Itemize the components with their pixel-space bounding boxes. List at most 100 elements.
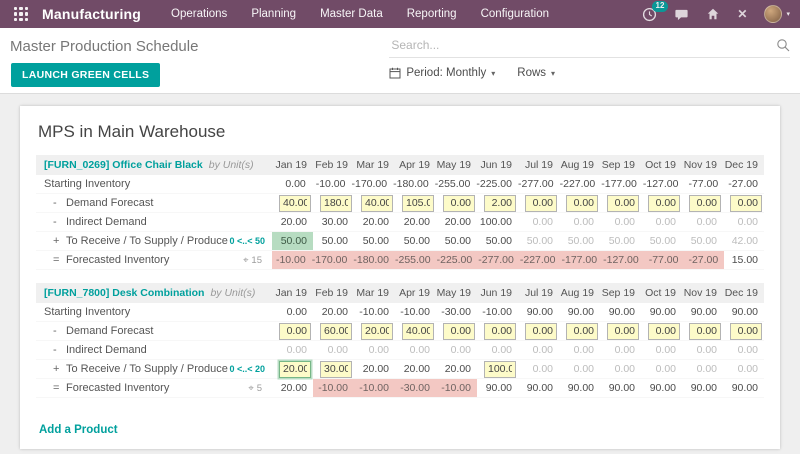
mps-value-cell: -255.00 — [434, 178, 471, 190]
mps-input-cell — [477, 322, 518, 340]
forecast-input[interactable] — [279, 322, 311, 340]
mps-value-cell: 90.00 — [649, 306, 676, 318]
forecast-input[interactable] — [607, 194, 639, 212]
mps-value-cell: 0.00 — [368, 344, 389, 356]
mps-value-cell: -170.00 — [311, 251, 354, 269]
mps-row-demand-forecast: - Demand Forecast — [36, 322, 764, 341]
mps-value-cell: 20.00 — [362, 363, 389, 375]
mps-value-cell: 90.00 — [608, 306, 635, 318]
mps-value-cell: 90.00 — [485, 382, 512, 394]
month-header: Mar 19 — [356, 287, 389, 299]
forecast-input[interactable] — [689, 322, 721, 340]
forecast-input[interactable] — [525, 194, 557, 212]
row-operator: - — [53, 197, 57, 209]
mps-input-cell — [641, 194, 682, 212]
close-icon[interactable]: ✕ — [737, 7, 748, 21]
mps-value-cell: 50.00 — [567, 235, 594, 247]
row-label: + To Receive / To Supply / Produce 0 <..< … — [36, 232, 272, 250]
forecast-input[interactable] — [484, 322, 516, 340]
forecast-input[interactable] — [689, 194, 721, 212]
mps-value-cell: -177.00 — [601, 178, 637, 190]
month-header: Jan 19 — [275, 159, 307, 171]
user-menu[interactable]: ▾ — [764, 5, 790, 23]
month-header: Dec 19 — [724, 287, 758, 299]
product-link[interactable]: [FURN_7800] Desk Combination — [44, 287, 205, 299]
row-label: - Indirect Demand — [36, 341, 272, 359]
product-header-label: [FURN_7800] Desk Combination by Unit(s) — [36, 283, 272, 303]
rows-filter-label: Rows — [517, 67, 547, 79]
row-operator: + — [53, 363, 60, 375]
mps-row-demand-forecast: - Demand Forecast — [36, 194, 764, 213]
forecast-input[interactable] — [320, 322, 352, 340]
forecast-input[interactable] — [484, 194, 516, 212]
mps-value-cell: 50.00 — [362, 235, 389, 247]
forecast-input[interactable] — [566, 322, 598, 340]
mps-value-cell: 90.00 — [526, 382, 553, 394]
mps-value-cell[interactable]: 50.00 — [272, 232, 313, 250]
forecast-input[interactable] — [730, 194, 762, 212]
row-label: = Forecasted Inventory ⌖ 15 — [36, 251, 272, 269]
mps-value-cell: 20.00 — [280, 382, 307, 394]
apps-menu-icon[interactable] — [14, 7, 28, 21]
forecast-input[interactable] — [525, 322, 557, 340]
product-link[interactable]: [FURN_0269] Office Chair Black — [44, 159, 203, 171]
menu-master-data[interactable]: Master Data — [320, 8, 383, 20]
top-navbar: Manufacturing Operations Planning Master… — [0, 0, 800, 28]
forecast-input[interactable] — [320, 194, 352, 212]
mps-value-cell: -177.00 — [561, 251, 604, 269]
forecast-input[interactable] — [607, 322, 639, 340]
search-input[interactable] — [389, 35, 776, 55]
forecast-input[interactable] — [730, 322, 762, 340]
app-name[interactable]: Manufacturing — [42, 6, 142, 22]
mps-sheet: MPS in Main Warehouse [FURN_0269] Office… — [20, 106, 780, 449]
forecast-input[interactable] — [648, 194, 680, 212]
month-header: Aug 19 — [560, 287, 594, 299]
forecast-input[interactable] — [402, 322, 434, 340]
period-filter-label: Period: Monthly — [406, 67, 487, 79]
menu-configuration[interactable]: Configuration — [480, 8, 549, 20]
mps-value-cell: 0.00 — [614, 344, 635, 356]
product-header-label: [FURN_0269] Office Chair Black by Unit(s) — [36, 155, 272, 175]
forecast-input[interactable] — [279, 194, 311, 212]
messages-icon[interactable] — [674, 7, 689, 22]
menu-operations[interactable]: Operations — [171, 8, 228, 20]
rows-filter[interactable]: Rows ▾ — [517, 67, 555, 79]
mps-input-cell — [313, 322, 354, 340]
mps-row-to-supply: + To Receive / To Supply / Produce 0 <..< … — [36, 360, 764, 379]
menu-planning[interactable]: Planning — [251, 8, 297, 20]
forecast-input[interactable] — [566, 194, 598, 212]
search-icon[interactable] — [776, 38, 790, 52]
add-product-link[interactable]: Add a Product — [39, 424, 118, 436]
forecast-input[interactable] — [484, 360, 516, 378]
forecast-input[interactable] — [279, 360, 311, 378]
mps-value-cell: 0.00 — [409, 344, 430, 356]
home-icon[interactable] — [706, 7, 720, 21]
activities-clock-icon[interactable]: 12 — [642, 0, 669, 22]
mps-product-section: [FURN_7800] Desk Combination by Unit(s) Ja… — [36, 283, 764, 398]
month-header: Jan 19 — [275, 287, 307, 299]
mps-value-cell: 0.00 — [532, 363, 553, 375]
chevron-down-icon: ▾ — [491, 68, 496, 78]
period-filter[interactable]: Period: Monthly ▾ — [389, 67, 495, 79]
launch-green-cells-button[interactable]: LAUNCH GREEN CELLS — [11, 63, 161, 87]
mps-input-cell — [723, 322, 764, 340]
forecast-input[interactable] — [648, 322, 680, 340]
forecast-input[interactable] — [443, 194, 475, 212]
mps-product-section: [FURN_0269] Office Chair Black by Unit(s)… — [36, 155, 764, 270]
forecast-input[interactable] — [402, 194, 434, 212]
row-operator: - — [53, 344, 57, 356]
menu-reporting[interactable]: Reporting — [406, 8, 457, 20]
mps-product-header: [FURN_0269] Office Chair Black by Unit(s)… — [36, 155, 764, 175]
target-value: 15 — [251, 254, 262, 266]
month-header: Jul 19 — [524, 159, 553, 171]
mps-value-cell: -10.00 — [354, 379, 395, 397]
forecast-input[interactable] — [361, 194, 393, 212]
row-operator: = — [53, 254, 60, 266]
mps-value-cell: -225.00 — [476, 178, 512, 190]
forecast-input[interactable] — [361, 322, 393, 340]
mps-value-cell: 0.00 — [696, 363, 717, 375]
forecast-input[interactable] — [443, 322, 475, 340]
mps-input-cell — [313, 194, 354, 212]
forecast-input[interactable] — [320, 360, 352, 378]
mps-row-to-supply: + To Receive / To Supply / Produce 0 <..< … — [36, 232, 764, 251]
